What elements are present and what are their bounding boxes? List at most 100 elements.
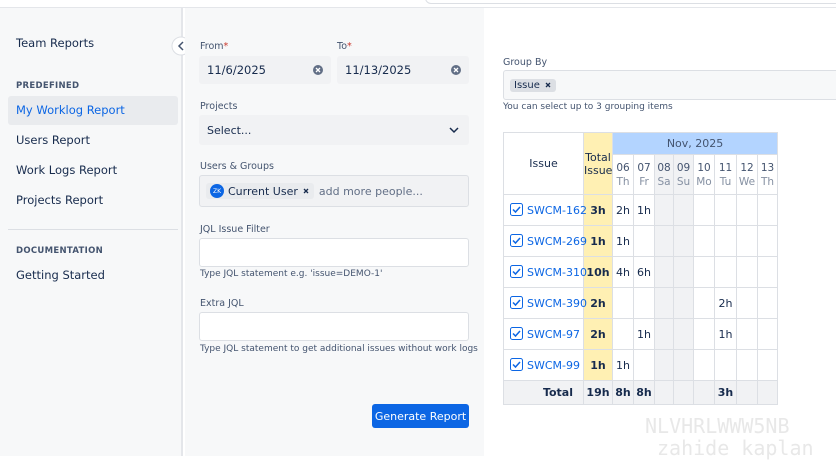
nav-item[interactable]: Users Report — [16, 133, 90, 147]
issue-row: SWCM-390 2h 2h — [503, 287, 779, 319]
hours: 8h — [636, 386, 652, 399]
total-header: Total Issue — [583, 132, 613, 195]
hours: 6h — [637, 265, 651, 279]
hours-cell — [612, 318, 634, 350]
day-number: 10 — [697, 161, 711, 174]
grand-total: 19h — [586, 386, 610, 399]
field-label: Projects — [200, 101, 238, 112]
total-hours: 2h — [590, 327, 606, 341]
report-form: From* 11/6/2025 To* 11/13/2025 Projects … — [185, 8, 484, 456]
hours-cell: 6h — [633, 256, 655, 288]
hours-cell — [736, 349, 758, 381]
text-input[interactable] — [199, 238, 469, 267]
hours-cell — [673, 318, 694, 350]
hours-cell — [736, 287, 758, 319]
nav-item[interactable]: Projects Report — [16, 193, 104, 207]
watermark: NLVHRLWWW5NB zahide kaplan — [645, 415, 814, 459]
hours-cell — [736, 256, 758, 288]
hours-cell — [756, 225, 779, 257]
issue-row: SWCM-97 2h 1h 1h — [503, 318, 779, 350]
hours-cell: 1h — [633, 194, 655, 226]
nav-item[interactable]: Work Logs Report — [16, 163, 118, 177]
hours-cell — [736, 225, 758, 257]
total-hours: 2h — [590, 296, 606, 310]
select[interactable]: Select... — [199, 115, 469, 145]
hours-cell — [673, 256, 694, 288]
nav-item[interactable]: Getting Started — [16, 268, 105, 282]
hours-cell — [736, 194, 758, 226]
hours-cell — [693, 380, 715, 405]
hours-cell — [633, 349, 655, 381]
hours-cell — [654, 380, 674, 405]
total-row: Total 19h 8h 8h 3h — [503, 380, 779, 405]
hours-cell — [654, 349, 674, 381]
hours: 4h — [616, 265, 630, 279]
issue-link[interactable]: SWCM-310 — [527, 266, 587, 279]
checkbox-icon — [510, 234, 523, 247]
header-row: 06 Th 07 Fr 08 Sa 09 Su 10 Mo 11 Tu 12 We 13 Th — [504, 154, 779, 195]
issue-link[interactable]: SWCM-162 — [527, 204, 587, 217]
help-text: Type JQL statement to get additional iss… — [200, 344, 478, 354]
date-input[interactable]: 11/13/2025 — [337, 56, 469, 84]
weekday: Tu — [719, 175, 732, 188]
clear-icon[interactable] — [451, 65, 461, 75]
issue-row: SWCM-269 1h 1h — [503, 225, 779, 257]
weekday: Th — [616, 175, 630, 188]
hours-cell — [633, 225, 655, 257]
remove-icon[interactable] — [302, 187, 310, 195]
watermark-line: zahide kaplan — [657, 436, 814, 460]
total-cell: 1h — [583, 225, 613, 257]
section-heading: PREDEFINED — [16, 81, 80, 91]
total-label: Total — [542, 386, 573, 399]
chevron-icon — [449, 127, 459, 134]
help-text: Type JQL statement e.g. 'issue=DEMO-1' — [200, 269, 383, 279]
day-header: 10 Mo — [693, 154, 715, 195]
nav-item[interactable]: My Worklog Report — [8, 96, 178, 125]
group-by-picker[interactable]: Issue — [503, 70, 836, 100]
hours-cell — [673, 194, 694, 226]
date-input[interactable]: 11/6/2025 — [199, 56, 331, 84]
generate-button[interactable]: Generate Report — [372, 404, 469, 428]
hours-cell: 1h — [612, 225, 634, 257]
field-label: Users & Groups — [200, 161, 274, 172]
issue-cell: SWCM-162 — [503, 194, 587, 226]
hours-cell — [756, 349, 779, 381]
user-chip: ZK Current User — [206, 183, 314, 199]
input-value: 11/13/2025 — [345, 63, 412, 77]
remove-icon[interactable] — [544, 81, 552, 89]
hours-cell: 8h — [612, 380, 634, 405]
day-number: 09 — [676, 161, 691, 174]
hours-cell — [756, 318, 779, 350]
hours-cell: 1h — [612, 349, 634, 381]
total-cell: 2h — [583, 318, 613, 350]
clear-icon[interactable] — [313, 65, 323, 75]
total-cell: 2h — [583, 287, 613, 319]
issue-link[interactable]: SWCM-99 — [527, 359, 580, 372]
hours-cell — [714, 256, 737, 288]
checkbox-icon — [510, 265, 523, 278]
issue-link[interactable]: SWCM-390 — [527, 297, 587, 310]
total-hours: 3h — [590, 203, 606, 217]
hours-cell: 4h — [612, 256, 634, 288]
issue-link[interactable]: SWCM-269 — [527, 235, 587, 248]
search-box[interactable] — [425, 0, 836, 4]
day-number: 08 — [657, 161, 671, 174]
issue-link[interactable]: SWCM-97 — [527, 328, 580, 341]
hours: 8h — [615, 386, 631, 399]
hours-cell — [673, 380, 694, 405]
issue-header: Issue — [503, 132, 584, 195]
day-header: 08 Sa — [654, 154, 674, 195]
issue-cell: SWCM-97 — [503, 318, 584, 350]
user-picker[interactable]: ZK Current User add more people... — [199, 175, 469, 207]
divider — [8, 229, 178, 230]
required-mark: * — [347, 41, 352, 52]
hours-cell — [693, 256, 715, 288]
total-cell: 3h — [583, 194, 613, 226]
hours-cell — [736, 380, 758, 405]
hours: 2h — [616, 203, 630, 217]
avatar: ZK — [210, 184, 224, 198]
field-label: To* — [337, 41, 352, 52]
issue-row: SWCM-99 1h 1h — [503, 349, 779, 381]
text-input[interactable] — [199, 312, 469, 341]
